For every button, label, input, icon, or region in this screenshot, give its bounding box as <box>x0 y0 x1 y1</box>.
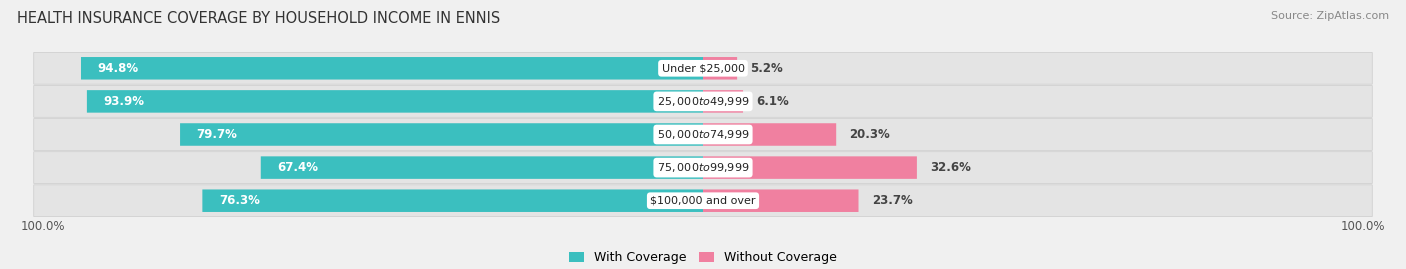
FancyBboxPatch shape <box>260 156 703 179</box>
FancyBboxPatch shape <box>703 189 859 212</box>
Text: 5.2%: 5.2% <box>751 62 783 75</box>
Text: 67.4%: 67.4% <box>277 161 318 174</box>
FancyBboxPatch shape <box>34 119 1372 150</box>
Text: 100.0%: 100.0% <box>1341 220 1385 233</box>
FancyBboxPatch shape <box>82 57 703 80</box>
FancyBboxPatch shape <box>34 152 1372 183</box>
FancyBboxPatch shape <box>180 123 703 146</box>
Text: 93.9%: 93.9% <box>103 95 145 108</box>
Legend: With Coverage, Without Coverage: With Coverage, Without Coverage <box>564 246 842 269</box>
FancyBboxPatch shape <box>703 123 837 146</box>
Text: 6.1%: 6.1% <box>756 95 789 108</box>
Text: 76.3%: 76.3% <box>219 194 260 207</box>
Text: $25,000 to $49,999: $25,000 to $49,999 <box>657 95 749 108</box>
FancyBboxPatch shape <box>34 86 1372 117</box>
Text: 100.0%: 100.0% <box>21 220 65 233</box>
FancyBboxPatch shape <box>202 189 703 212</box>
FancyBboxPatch shape <box>703 90 742 113</box>
Text: 23.7%: 23.7% <box>872 194 912 207</box>
FancyBboxPatch shape <box>703 57 737 80</box>
FancyBboxPatch shape <box>87 90 703 113</box>
FancyBboxPatch shape <box>34 185 1372 217</box>
Text: $100,000 and over: $100,000 and over <box>650 196 756 206</box>
Text: Under $25,000: Under $25,000 <box>661 63 745 73</box>
Text: Source: ZipAtlas.com: Source: ZipAtlas.com <box>1271 11 1389 21</box>
Text: HEALTH INSURANCE COVERAGE BY HOUSEHOLD INCOME IN ENNIS: HEALTH INSURANCE COVERAGE BY HOUSEHOLD I… <box>17 11 501 26</box>
Text: 94.8%: 94.8% <box>97 62 139 75</box>
FancyBboxPatch shape <box>34 52 1372 84</box>
Text: $50,000 to $74,999: $50,000 to $74,999 <box>657 128 749 141</box>
Text: $75,000 to $99,999: $75,000 to $99,999 <box>657 161 749 174</box>
Text: 32.6%: 32.6% <box>929 161 972 174</box>
FancyBboxPatch shape <box>703 156 917 179</box>
Text: 20.3%: 20.3% <box>849 128 890 141</box>
Text: 79.7%: 79.7% <box>197 128 238 141</box>
